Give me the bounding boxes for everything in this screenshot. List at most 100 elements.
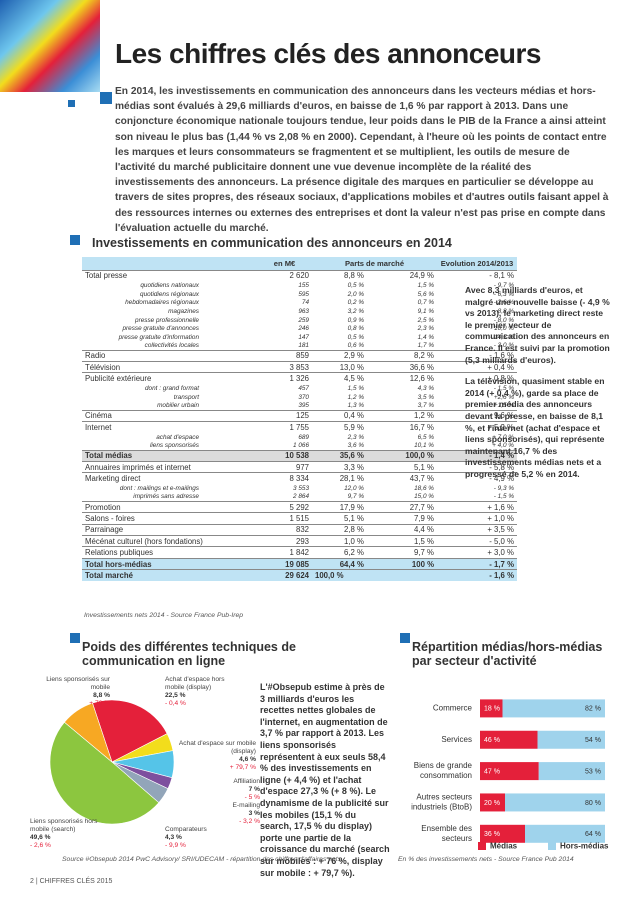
- row-label: Marketing direct: [82, 472, 257, 485]
- cell: + 7,0 %: [492, 433, 514, 441]
- cell: 6,2 %: [312, 546, 367, 559]
- table-row: Cinéma 125 0,4 % 1,2 % - 9,6 %: [82, 409, 517, 422]
- cell: 9,1 %: [417, 307, 434, 315]
- cell: 3 853: [257, 361, 312, 373]
- value-label: 3 %: [248, 810, 260, 817]
- pie-slice: [64, 702, 113, 763]
- cell: 147: [298, 333, 309, 341]
- category: Comparateurs: [165, 826, 207, 833]
- row-label: Total médias: [82, 449, 257, 462]
- header-cell: [82, 257, 257, 270]
- row-label: dont : grand format: [145, 385, 199, 393]
- square: [100, 92, 112, 104]
- cell: + 0,8 %: [437, 372, 517, 385]
- cell: 2,5 %: [417, 316, 434, 324]
- intro: En 2014, les investissements en communic…: [115, 86, 609, 234]
- table-row: mobilier urbain 395 1,3 % 3,7 % +1,5 %: [82, 402, 517, 411]
- bar-segment: [480, 824, 525, 843]
- table: en M€ Parts de marché Evolution 2014/2013 T…: [82, 257, 517, 582]
- pie-label: Achat d'espace sur mobile (display) 4,6 %…: [176, 740, 256, 772]
- row-label: Total presse: [82, 269, 257, 282]
- chart-title: Poids des différentes techniques de comm…: [82, 640, 296, 668]
- cell: - 6,3 %: [493, 290, 514, 298]
- cell: 1 755: [257, 420, 312, 433]
- cell: 100 %: [367, 557, 437, 570]
- cell: 10 538: [257, 449, 312, 462]
- pie-chart: [49, 699, 175, 825]
- table-row: magazines 963 3,2 % 9,1 % - 8,8 %: [82, 307, 517, 316]
- cell: 12,6 %: [367, 372, 437, 385]
- cell: 12,0 %: [344, 485, 364, 493]
- square: [400, 633, 410, 643]
- cell: - 9,7 %: [493, 282, 514, 290]
- cell: 395: [298, 402, 309, 410]
- bar-segment: [480, 762, 539, 781]
- cell: 0,9 %: [347, 316, 364, 324]
- row-label: presse professionnelle: [135, 316, 199, 324]
- source: Source #Obsepub 2014 PwC Advisory/ SRI/U…: [62, 856, 342, 863]
- source: Investissements nets 2014 - Source Franc…: [84, 612, 244, 619]
- cell: 5 292: [257, 500, 312, 513]
- bar-segment: [537, 730, 605, 749]
- pie-label: Liens sponsorisés sur mobile 8,8 % + 76 %: [30, 676, 110, 708]
- category-label: Commerce: [433, 704, 473, 713]
- category: Liens sponsorisés sur mobile: [46, 676, 110, 691]
- cell: 4,4 %: [367, 523, 437, 536]
- side-text: Avec 8,3 milliards d'euros, et malgré un…: [465, 285, 610, 491]
- row-label: mobilier urbain: [157, 402, 199, 410]
- table-row: Mécénat culturel (hors fondations) 293 1,0…: [82, 535, 517, 547]
- cell: 2,3 %: [417, 325, 434, 333]
- value-label: 49,6 %: [30, 834, 51, 841]
- cell: - 1,6 %: [437, 349, 517, 362]
- bar-segment: [538, 762, 605, 781]
- cell: + 0,4 %: [437, 361, 517, 373]
- cell: 10,1 %: [414, 442, 434, 450]
- cell: - 2,6 %: [493, 299, 514, 307]
- cell: 8 334: [257, 472, 312, 485]
- cell: 293: [257, 535, 312, 547]
- cell: 689: [298, 433, 309, 441]
- bar-segment: [480, 699, 503, 718]
- cell: 3 553: [293, 485, 309, 493]
- cell: 457: [298, 385, 309, 393]
- bar-segment: [480, 793, 505, 812]
- row-label: Télévision: [82, 361, 257, 373]
- table-row: Publicité extérieure 1 326 4,5 % 12,6 % + 0,…: [82, 372, 517, 385]
- pie-slice: [49, 721, 160, 825]
- row-label: Total marché: [82, 569, 257, 582]
- row-label: Mécénat culturel (hors fondations): [82, 535, 257, 547]
- table-row: Marketing direct 8 334 28,1 % 43,7 % - 4,9 %: [82, 472, 517, 485]
- cell: 1 326: [257, 372, 312, 385]
- bar-segment: [502, 699, 605, 718]
- cell: 2 864: [293, 493, 309, 501]
- cell: 0,7 %: [417, 299, 434, 307]
- value-label: 8,8 %: [93, 692, 110, 699]
- cell: 155: [298, 282, 309, 290]
- category-label: Autres secteurs industriels (BtoB): [411, 793, 472, 812]
- cell: 2,8 %: [312, 523, 367, 536]
- cell: - 5,0 %: [437, 535, 517, 547]
- title: Les chiffres clés des annonceurs: [115, 38, 541, 69]
- category: Liens sponsorisés hors mobile (search): [30, 818, 98, 833]
- cell: - 1,5 %: [493, 493, 514, 501]
- table-row: Total médias 10 538 35,6 % 100,0 % - 1,4 %: [82, 449, 517, 462]
- change-label: - 5 %: [244, 794, 260, 801]
- value-label: 54 %: [585, 737, 601, 744]
- row-label: liens sponsorisés: [149, 442, 199, 450]
- category-label: Ensemble des secteurs: [421, 824, 472, 843]
- change-label: + 76 %: [89, 700, 110, 707]
- cell: 15,0 %: [414, 493, 434, 501]
- cell: 8,8 %: [312, 269, 367, 282]
- change-label: - 0,4 %: [165, 700, 186, 707]
- cell: 1 842: [257, 546, 312, 559]
- row-label: achat d'espace: [156, 433, 199, 441]
- row-label: magazines: [168, 307, 199, 315]
- table-row: transport 370 1,2 % 3,5 % +2,6 %: [82, 393, 517, 402]
- pie-label: E-mailing 3 % - 3,2 %: [180, 802, 260, 826]
- square: [70, 633, 80, 643]
- cell: 19 085: [257, 557, 312, 570]
- pie-label: Affiliation 7 % - 5 %: [180, 778, 260, 802]
- row-label: Internet: [82, 420, 257, 433]
- value-label: 82 %: [585, 706, 601, 713]
- cell: 27,7 %: [367, 500, 437, 513]
